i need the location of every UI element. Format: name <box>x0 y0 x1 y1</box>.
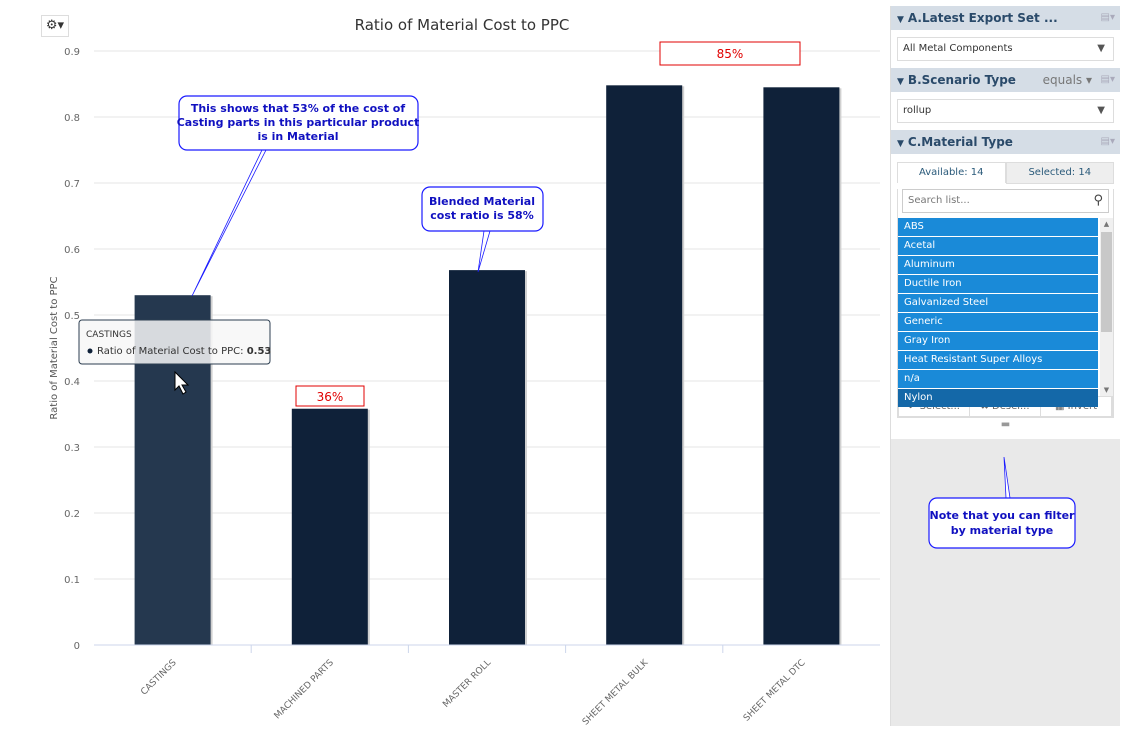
y-tick-label: 0.7 <box>64 179 80 190</box>
svg-text:85%: 85% <box>717 47 744 61</box>
y-tick-label: 0.9 <box>64 47 80 58</box>
list-item[interactable]: Gray Iron <box>898 332 1098 350</box>
callout-line: cost ratio is 58% <box>430 209 533 222</box>
chart-title: Ratio of Material Cost to PPC <box>355 16 570 34</box>
list-item[interactable]: Aluminum <box>898 256 1098 274</box>
collapse-triangle-icon: ▼ <box>897 139 904 149</box>
callout-line: Blended Material <box>429 195 535 208</box>
scroll-up-icon[interactable]: ▲ <box>1103 220 1110 228</box>
filter-callout: Note that you can filter by material typ… <box>928 456 1076 549</box>
list-item[interactable]: Acetal <box>898 237 1098 255</box>
y-tick-label: 0.5 <box>64 311 80 322</box>
filter-panel: ▼ A.Latest Export Set ... ▤▾ All Metal Com… <box>890 6 1120 726</box>
material-list: ▲ ▼ ABS Acetal Aluminum Ductile Iron Galvaniz… <box>898 218 1113 407</box>
callout-line: Note that you can filter <box>930 509 1076 522</box>
filter-c-header[interactable]: ▼ C.Material Type ▤▾ <box>891 130 1120 154</box>
y-axis-label: Ratio of Material Cost to PPC <box>49 276 60 419</box>
castings-callout: This shows that 53% of the cost of Casti… <box>177 95 420 297</box>
bar-chart: Ratio of Material Cost to PPC Ratio of M… <box>49 16 880 727</box>
collapse-triangle-icon: ▼ <box>897 77 904 87</box>
tab-available[interactable]: Available: 14 <box>897 162 1006 183</box>
filter-menu-icon[interactable]: ▤▾ <box>1100 12 1115 23</box>
bar-sheet-metal-dtc[interactable] <box>763 87 840 646</box>
callout-line: Casting parts in this particular product <box>177 116 420 129</box>
filter-a-value: All Metal Components <box>903 43 1013 54</box>
list-item[interactable]: ABS <box>898 218 1098 236</box>
resize-handle[interactable]: ▬ <box>1000 419 1011 430</box>
callout-line: is in Material <box>257 130 338 143</box>
filter-a-title: A.Latest Export Set ... <box>907 11 1058 25</box>
svg-text:36%: 36% <box>317 390 344 404</box>
list-item[interactable]: n/a <box>898 370 1098 388</box>
filter-b-title: B.Scenario Type <box>907 73 1016 87</box>
filter-b-value: rollup <box>903 105 932 116</box>
mouse-cursor-icon <box>174 370 190 395</box>
svg-text:Ratio of Material Cost to PPC:: Ratio of Material Cost to PPC: 0.53 <box>97 346 271 357</box>
search-placeholder: Search list... <box>908 195 970 206</box>
collapse-triangle-icon: ▼ <box>897 15 904 25</box>
x-tick-label: SHEET METAL DTC <box>742 658 808 724</box>
bar-sheet-metal-bulk[interactable] <box>606 85 683 645</box>
y-tick-label: 0.4 <box>64 377 80 388</box>
chart-settings-button[interactable]: ⚙▾ <box>41 15 69 37</box>
bar-machined-parts[interactable] <box>291 408 368 645</box>
operator-dropdown[interactable]: equals ▾ <box>1042 73 1092 87</box>
list-item[interactable]: Heat Resistant Super Alloys <box>898 351 1098 369</box>
search-list-input[interactable]: Search list... ⚲ <box>902 189 1109 213</box>
scrollbar-thumb[interactable] <box>1101 232 1112 332</box>
tooltip-value: 0.53 <box>247 346 272 357</box>
blended-callout: Blended Material cost ratio is 58% <box>421 186 544 273</box>
tab-selected[interactable]: Selected: 14 <box>1005 162 1114 184</box>
tooltip-category: CASTINGS <box>86 330 132 340</box>
label-machined-parts: 36% <box>295 385 365 407</box>
y-tick-label: 0.8 <box>64 113 80 124</box>
operator-label: equals <box>1042 73 1083 87</box>
filter-menu-icon[interactable]: ▤▾ <box>1100 74 1115 85</box>
filter-a-dropdown[interactable]: All Metal Components ▼ <box>897 37 1114 61</box>
dropdown-arrow-icon: ▼ <box>1097 43 1105 54</box>
bar-master-roll[interactable] <box>449 270 525 645</box>
x-tick-label: MACHINED PARTS <box>273 658 336 721</box>
search-icon[interactable]: ⚲ <box>1093 193 1103 208</box>
gear-icon: ⚙▾ <box>45 18 65 33</box>
filter-a-header[interactable]: ▼ A.Latest Export Set ... ▤▾ <box>891 6 1120 30</box>
filter-c-title: C.Material Type <box>907 135 1013 149</box>
chart-tooltip: CASTINGS Ratio of Material Cost to PPC: … <box>78 319 271 365</box>
x-tick-label: CASTINGS <box>139 658 179 698</box>
callout-line: by material type <box>951 524 1053 537</box>
y-tick-label: 0.6 <box>64 245 80 256</box>
filter-menu-icon[interactable]: ▤▾ <box>1100 136 1115 147</box>
x-tick-label: SHEET METAL BULK <box>581 657 651 727</box>
list-item[interactable]: Generic <box>898 313 1098 331</box>
tooltip-series: Ratio of Material Cost to PPC <box>97 346 240 357</box>
scroll-down-icon[interactable]: ▼ <box>1103 386 1110 394</box>
callout-line: This shows that 53% of the cost of <box>191 102 406 115</box>
x-tick-label: MASTER ROLL <box>441 658 493 710</box>
list-item[interactable]: Galvanized Steel <box>898 294 1098 312</box>
y-tick-label: 0.2 <box>64 509 80 520</box>
y-tick-label: 0.1 <box>64 575 80 586</box>
list-item[interactable]: Ductile Iron <box>898 275 1098 293</box>
label-sheet-metal-bulk: 85% <box>659 41 801 66</box>
y-tick-label: 0 <box>74 641 80 652</box>
filter-b-dropdown[interactable]: rollup ▼ <box>897 99 1114 123</box>
list-item[interactable]: Nylon <box>898 389 1098 407</box>
filter-b-header[interactable]: ▼ B.Scenario Type equals ▾ ▤▾ <box>891 68 1120 92</box>
y-tick-label: 0.3 <box>64 443 80 454</box>
list-scrollbar[interactable]: ▲ ▼ <box>1100 218 1113 396</box>
dropdown-arrow-icon: ▼ <box>1097 105 1105 116</box>
